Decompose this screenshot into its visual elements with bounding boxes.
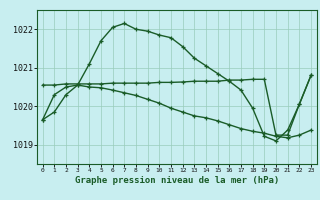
X-axis label: Graphe pression niveau de la mer (hPa): Graphe pression niveau de la mer (hPa) (75, 176, 279, 185)
